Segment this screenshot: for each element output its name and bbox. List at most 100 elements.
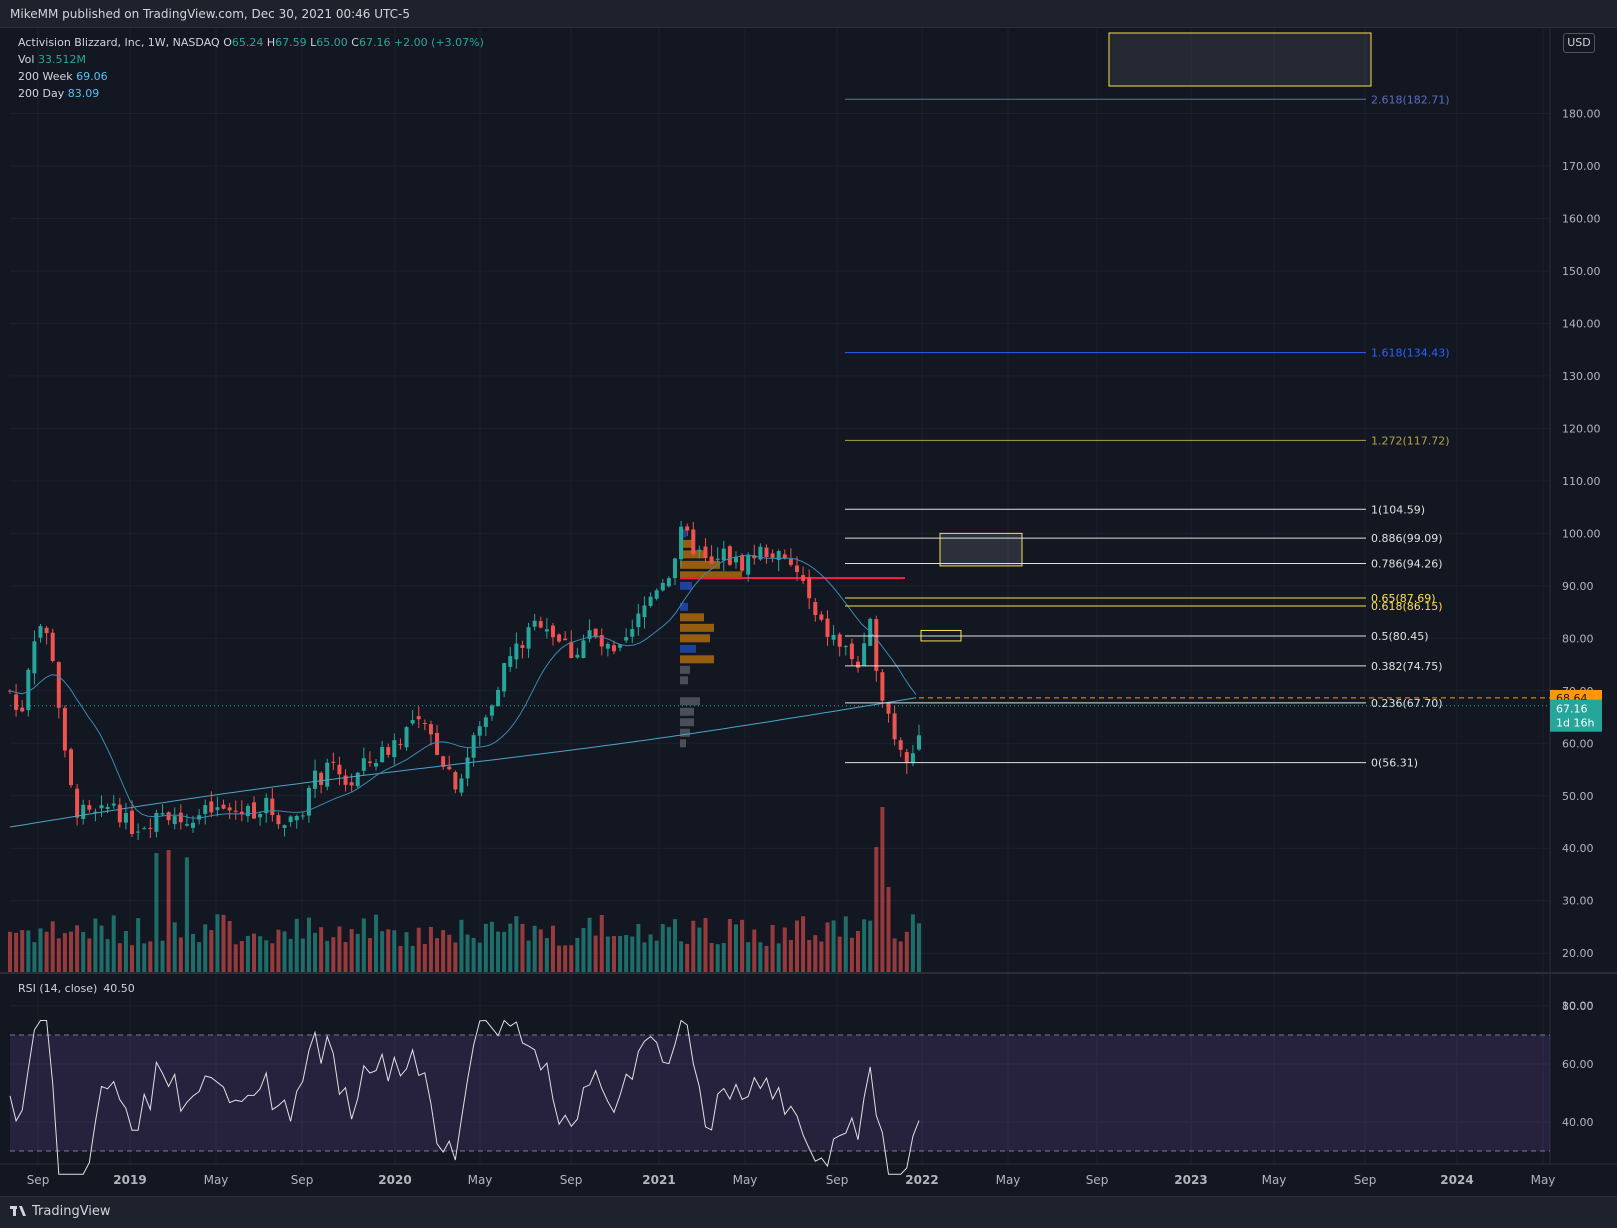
price-tick-label: 150.00: [1562, 265, 1601, 278]
price-tick-label: 90.00: [1562, 580, 1594, 593]
candle-body: [422, 723, 427, 725]
candle-body: [410, 720, 415, 724]
candle-body: [849, 643, 854, 660]
volume-bar: [465, 934, 470, 972]
volume-bar: [526, 940, 531, 972]
volume-profile-row: [680, 644, 696, 653]
brand-name[interactable]: TradingView: [32, 1204, 111, 1219]
candle-body: [544, 629, 549, 632]
time-tick-label: 2024: [1440, 1173, 1473, 1187]
price-tick-label: 20.00: [1562, 947, 1594, 960]
legend-volume-row[interactable]: Vol 33.512M: [18, 51, 484, 68]
volume-bar: [794, 920, 799, 972]
candle-body: [526, 627, 531, 649]
candle-body: [239, 811, 244, 814]
rsi-legend[interactable]: RSI (14, close) 40.50: [18, 982, 135, 995]
fib-level-label: 0.236(67.70): [1371, 697, 1443, 710]
volume-bar: [142, 943, 147, 972]
volume-profile-row: [680, 581, 692, 590]
candle-body: [697, 549, 702, 551]
volume-bar: [563, 945, 568, 972]
price-tick-label: 50.00: [1562, 790, 1594, 803]
candle-body: [56, 662, 61, 708]
candle-body: [550, 625, 555, 638]
volume-bar: [605, 936, 610, 972]
candle-body: [611, 645, 616, 652]
candle-body: [374, 763, 379, 767]
candle-body: [642, 605, 647, 618]
time-tick-label: May: [733, 1173, 758, 1187]
candle-body: [14, 694, 19, 710]
candle-body: [398, 744, 403, 746]
volume-bar: [355, 933, 360, 972]
candle-body: [300, 815, 305, 817]
candle-body: [337, 764, 342, 775]
volume-bar: [557, 945, 562, 972]
candle-body: [166, 812, 171, 821]
high-label: H: [266, 36, 276, 49]
candle-body: [599, 635, 604, 647]
time-tick-label: Sep: [826, 1173, 849, 1187]
volume-bar: [752, 929, 757, 972]
volume-bar: [20, 930, 25, 972]
volume-bar: [288, 938, 293, 972]
candle-body: [740, 555, 745, 571]
candle-body: [715, 558, 720, 560]
volume-bar: [239, 941, 244, 972]
candle-body: [819, 614, 824, 620]
volume-bar: [258, 936, 263, 972]
volume-bar: [380, 931, 385, 972]
volume-profile-row: [680, 739, 686, 748]
candle-body: [538, 621, 543, 628]
volume-bar: [325, 940, 330, 972]
candle-body: [593, 628, 598, 638]
candle-body: [264, 797, 269, 814]
low-label: L: [310, 36, 317, 49]
volume-bar: [69, 931, 74, 972]
candle-body: [685, 526, 690, 531]
legend-ma2-row[interactable]: 200 Day 83.09: [18, 85, 484, 102]
volume-bar: [392, 930, 397, 972]
volume-bar: [252, 933, 257, 972]
candle-body: [837, 634, 842, 647]
time-tick-label: 2021: [642, 1173, 675, 1187]
volume-profile-row: [680, 550, 704, 559]
rsi-line: [9, 1019, 920, 1175]
fib-level-label: 2.618(182.71): [1371, 93, 1450, 106]
volume-bar: [770, 924, 775, 972]
volume-bar: [520, 923, 525, 972]
volume-bar: [26, 930, 31, 972]
candlesticks: [8, 520, 921, 840]
candle-body: [917, 735, 921, 750]
candle-body: [776, 551, 781, 560]
volume-bar: [270, 943, 275, 972]
volume-profile-row: [680, 571, 742, 580]
volume-bar: [721, 942, 726, 972]
candle-body: [380, 747, 385, 763]
time-tick-label: Sep: [291, 1173, 314, 1187]
volume-bar: [319, 927, 324, 972]
candle-body: [471, 735, 476, 758]
volume-bar: [416, 927, 421, 972]
legend-ma1-row[interactable]: 200 Week 69.06: [18, 68, 484, 85]
footer: TradingView: [0, 1196, 1617, 1228]
volume-bar: [221, 914, 226, 972]
fib-level-label: 0(56.31): [1371, 757, 1418, 770]
close-label: C: [351, 36, 359, 49]
volume-bar: [471, 937, 476, 972]
currency-button[interactable]: USD: [1563, 33, 1595, 53]
volume-bar: [44, 931, 49, 972]
candle-body: [276, 815, 281, 825]
bar-countdown-text: 1d 16h: [1556, 717, 1594, 730]
volume-bar: [337, 926, 342, 972]
volume-bar: [111, 915, 116, 972]
candle-body: [855, 661, 860, 668]
candle-body: [721, 548, 726, 561]
volume-profile-row: [680, 718, 694, 727]
symbol-name[interactable]: Activision Blizzard, Inc, 1W, NASDAQ: [18, 36, 220, 49]
time-tick-label: 2023: [1174, 1173, 1207, 1187]
volume-bar: [917, 923, 921, 972]
volume-bar: [611, 936, 616, 972]
price-tick-label: 10.00: [1562, 1000, 1594, 1013]
